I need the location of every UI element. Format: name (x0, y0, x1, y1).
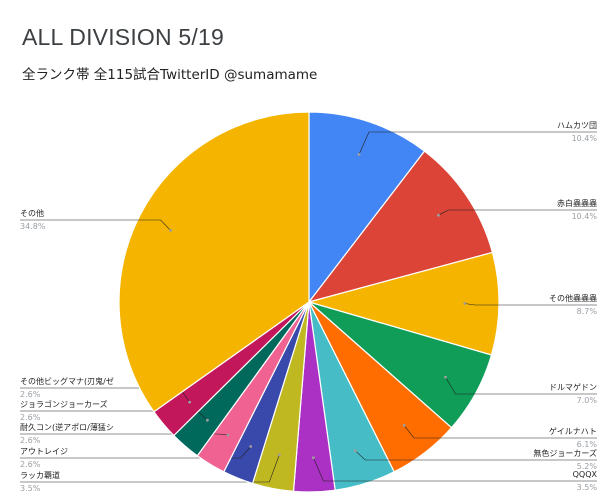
leader-dot (249, 445, 253, 448)
leader-line (20, 219, 171, 231)
leader-line (464, 303, 597, 306)
slice-percent-label: 8.7% (577, 307, 598, 316)
slice-percent-label: 10.4% (572, 212, 598, 221)
leader-line (20, 446, 251, 459)
chart-subtitle: 全ランク帯 全115試合TwitterID @sumamame (22, 67, 318, 83)
leader-dot (357, 153, 361, 156)
slice-percent-label: 2.6% (20, 460, 41, 469)
slice-percent-label: 3.5% (577, 483, 598, 492)
leader-line (403, 425, 597, 439)
leader-line (358, 131, 597, 155)
slice-label: 無色ジョーカーズ (533, 448, 597, 458)
slice-label: ジョラゴンジョーカーズ (20, 399, 108, 409)
leader-line (20, 454, 280, 483)
pie-slice[interactable] (308, 111, 426, 304)
leader-dot (226, 433, 230, 437)
leader-dot (463, 302, 467, 305)
pie-slice[interactable] (118, 111, 310, 413)
slice-label: 耐久コン(逆アポロ/薄猛シ (20, 422, 114, 432)
leader-line (355, 450, 597, 461)
slice-percent-label: 7.0% (577, 396, 598, 405)
slice-label: ゲイルナハト (549, 426, 597, 436)
leader-dot (206, 418, 209, 422)
slice-label: QQQX (573, 470, 598, 479)
leader-line (438, 209, 597, 216)
slice-percent-label: 2.6% (20, 390, 41, 399)
leader-line (445, 376, 597, 395)
slice-percent-label: 3.5% (20, 484, 41, 493)
pie-slice[interactable] (306, 251, 500, 356)
leader-dot (277, 453, 281, 457)
slice-label: ラッカ覇道 (20, 470, 60, 480)
leader-dot (312, 456, 315, 460)
slice-percent-label: 6.1% (577, 440, 598, 449)
leader-dot (444, 375, 447, 379)
chart-title: ALL DIVISION 5/19 (22, 24, 224, 50)
slice-percent-label: 2.6% (20, 413, 41, 422)
slice-percent-label: 34.8% (20, 222, 46, 231)
slice-percent-label: 5.2% (577, 462, 598, 471)
slice-label: その他蟲蟲蟲 (549, 293, 597, 303)
leader-dot (353, 449, 357, 453)
leader-dot (402, 424, 406, 427)
slice-label: ハムカツ団 (557, 121, 597, 130)
leader-line (20, 433, 229, 436)
leader-dot (188, 400, 192, 404)
slice-percent-label: 10.4% (572, 134, 598, 143)
slice-percent-label: 2.6% (20, 436, 41, 445)
slice-label: 赤白蟲蟲蟲 (557, 198, 597, 208)
leader-dot (437, 213, 440, 217)
slice-label: その他ビッグマナ(刃鬼/ゼ (20, 376, 114, 386)
slice-label: ドルマゲドン (549, 382, 597, 392)
leader-dot (169, 229, 173, 232)
slice-label: アウトレイジ (20, 447, 68, 456)
slice-label: その他 (20, 208, 44, 218)
leader-line (313, 457, 597, 482)
